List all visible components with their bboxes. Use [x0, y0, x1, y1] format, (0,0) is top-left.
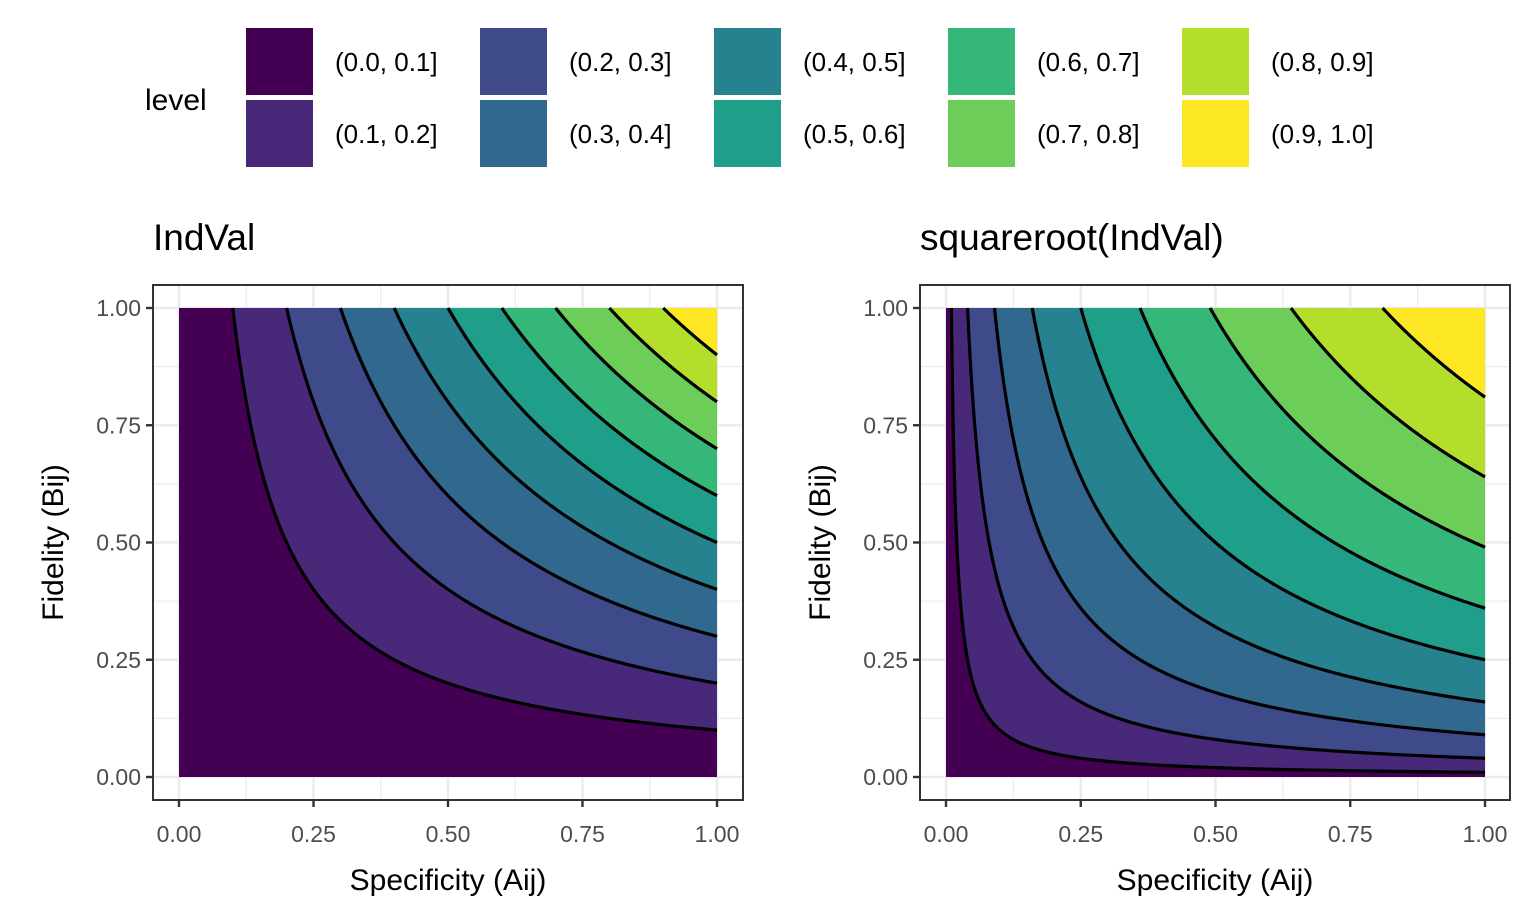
contour-line — [965, 307, 1486, 760]
x-tick-label: 0.75 — [1328, 821, 1373, 847]
y-tick-label: 0.75 — [96, 412, 141, 438]
contour-line — [1381, 306, 1486, 399]
legend-label: (0.2, 0.3] — [569, 47, 672, 77]
contour-band — [1382, 308, 1485, 398]
legend-label: (0.4, 0.5] — [803, 47, 906, 77]
contour-line — [1138, 307, 1486, 610]
panel-1: 0.00 0.25 0.50 0.75 1.00 0.00 0.25 0.50 0.75 1.00… — [37, 217, 744, 897]
legend-label: (0.9, 1.0] — [1271, 119, 1374, 149]
x-tick-label: 0.00 — [924, 821, 969, 847]
x-axis-label: Specificity (Aij) — [350, 864, 547, 897]
y-tick-label: 0.50 — [96, 530, 141, 556]
legend-swatch — [948, 100, 1015, 167]
y-tick-label: 0.25 — [863, 647, 908, 673]
legend-swatch — [948, 28, 1015, 95]
contour-line — [446, 307, 718, 544]
x-tick-label: 0.50 — [1193, 821, 1238, 847]
contour-line — [1208, 307, 1486, 549]
contour-line — [1289, 307, 1486, 479]
panel-title: IndVal — [153, 217, 255, 258]
legend-label: (0.7, 0.8] — [1037, 119, 1140, 149]
x-tick-label: 1.00 — [1463, 821, 1508, 847]
contour-line — [338, 307, 718, 638]
contour-line — [662, 306, 718, 357]
legend-swatch — [1182, 100, 1249, 167]
legend-swatch — [480, 28, 547, 95]
x-tick-label: 0.25 — [291, 821, 336, 847]
legend-swatch — [246, 100, 313, 167]
y-axis-label: Fidelity (Bij) — [37, 464, 70, 621]
legend-label: (0.5, 0.6] — [803, 119, 906, 149]
contour-line — [554, 307, 718, 451]
contour-line — [992, 307, 1486, 737]
x-axis-label: Specificity (Aij) — [1117, 864, 1314, 897]
contour-line — [231, 307, 718, 732]
x-tick-label: 0.75 — [560, 821, 605, 847]
legend-label: (0.3, 0.4] — [569, 119, 672, 149]
legend-swatch — [480, 100, 547, 167]
x-tick-label: 0.50 — [426, 821, 471, 847]
y-tick-label: 1.00 — [863, 295, 908, 321]
legend-label: (0.6, 0.7] — [1037, 47, 1140, 77]
legend: (0.0, 0.1] (0.1, 0.2] (0.2, 0.3] (0.3, 0.4]… — [246, 28, 1374, 167]
panel-title: squareroot(IndVal) — [920, 217, 1224, 258]
legend-label: (0.8, 0.9] — [1271, 47, 1374, 77]
y-tick-label: 0.00 — [96, 764, 141, 790]
contour-line — [392, 307, 718, 591]
x-tick-label: 1.00 — [695, 821, 740, 847]
legend-swatch — [714, 28, 781, 95]
legend-label: (0.1, 0.2] — [335, 119, 438, 149]
y-axis-label: Fidelity (Bij) — [804, 464, 837, 621]
contour-line — [949, 307, 1486, 774]
contour-line — [608, 306, 718, 404]
contour-line — [1079, 307, 1486, 662]
y-tick-label: 1.00 — [96, 295, 141, 321]
legend-label: (0.0, 0.1] — [335, 47, 438, 77]
panel-2: 0.00 0.25 0.50 0.75 1.00 0.00 0.25 0.50 0.75 1.00… — [804, 217, 1511, 897]
contour-line — [1030, 307, 1486, 704]
x-tick-label: 0.00 — [157, 821, 202, 847]
legend-swatch — [246, 28, 313, 95]
legend-swatch — [1182, 28, 1249, 95]
legend-title: level — [145, 84, 207, 117]
y-tick-label: 0.00 — [863, 764, 908, 790]
legend-swatch — [714, 100, 781, 167]
x-tick-label: 0.25 — [1058, 821, 1103, 847]
y-tick-label: 0.50 — [863, 530, 908, 556]
contour-line — [285, 307, 718, 685]
y-tick-label: 0.25 — [96, 647, 141, 673]
contour-line — [500, 307, 718, 498]
y-tick-label: 0.75 — [863, 412, 908, 438]
